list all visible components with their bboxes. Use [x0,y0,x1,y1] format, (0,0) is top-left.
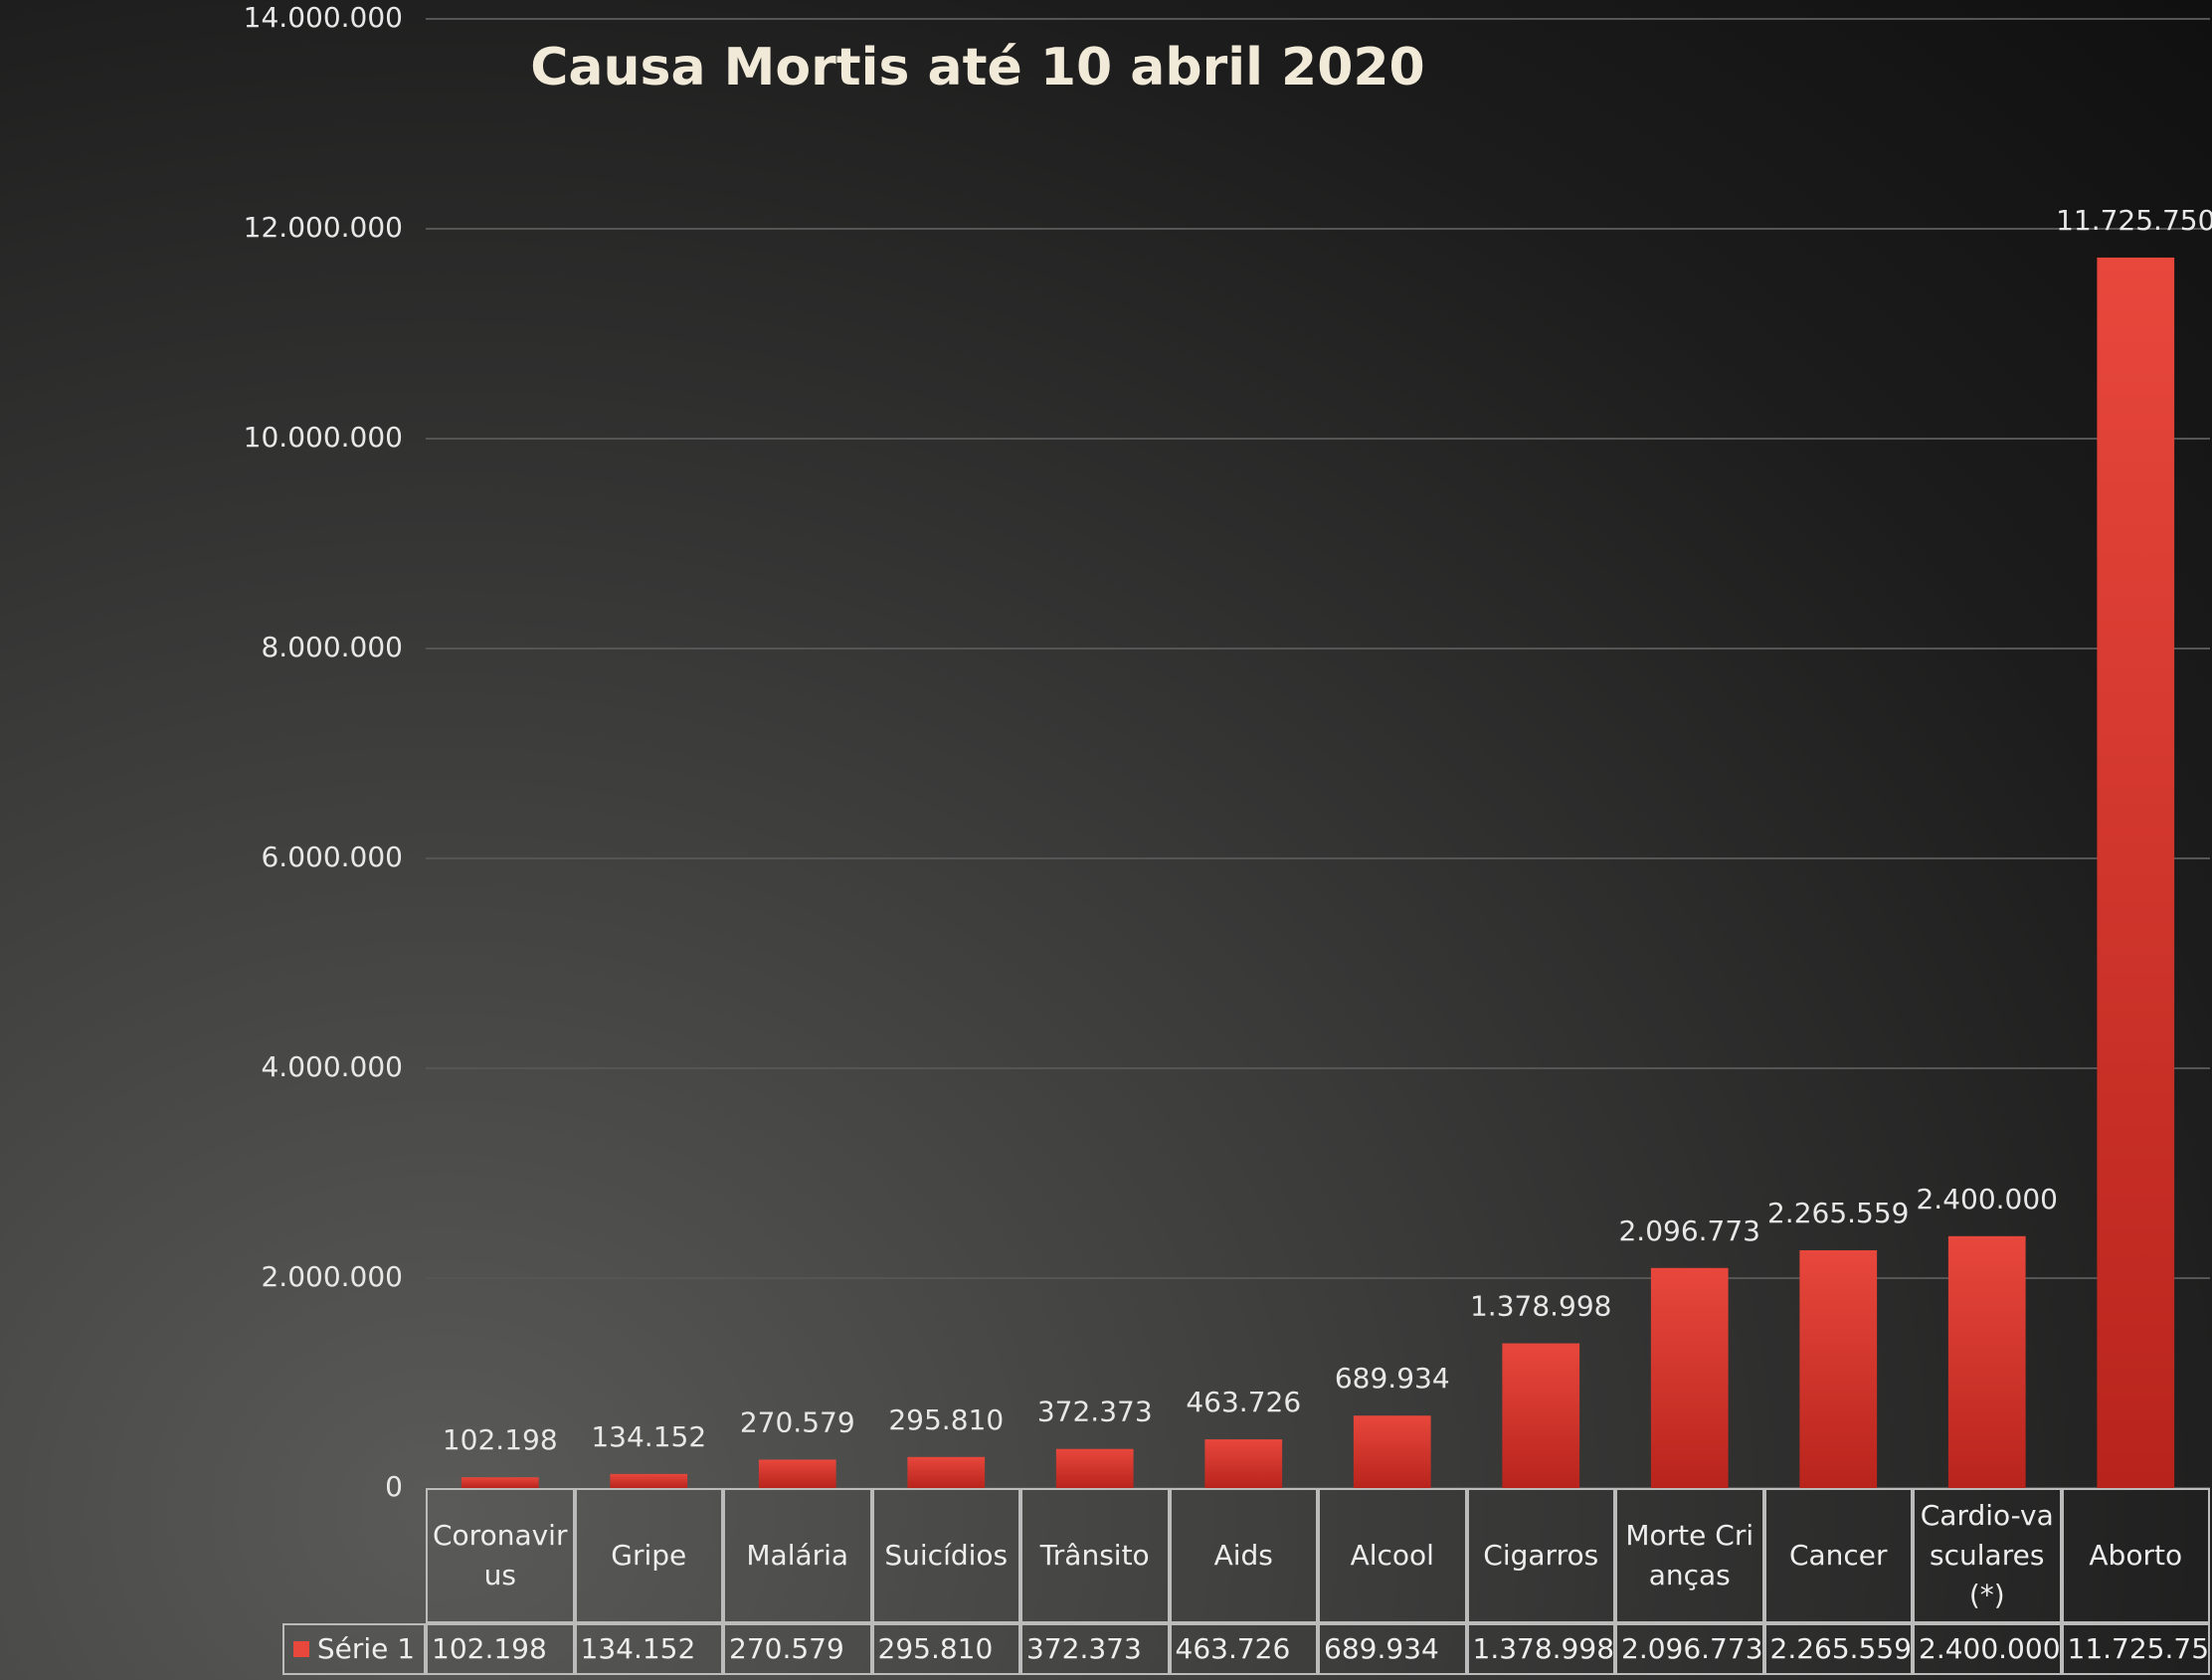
table-value: 11.725.750 [2061,1623,2210,1675]
y-tick-label: 2.000.000 [261,1260,403,1293]
y-tick-label: 8.000.000 [261,631,403,663]
category-cell: Suicídios [871,1488,1020,1623]
category-cell: Cancer [1763,1488,1913,1623]
value-label: 102.198 [443,1423,558,1456]
bar [2097,257,2175,1489]
y-tick-label: 6.000.000 [261,840,403,873]
table-value: 463.726 [1169,1623,1318,1675]
table-value: 270.579 [723,1623,872,1675]
value-label: 134.152 [591,1420,706,1453]
bar [1799,1249,1878,1488]
table-value: 2.265.559 [1763,1623,1913,1675]
value-label: 2.096.773 [1618,1214,1760,1247]
y-tick-label: 10.000.000 [244,421,403,454]
bar [461,1477,539,1488]
category-cell: Cardio-vasculares (*) [1913,1488,2062,1623]
table-value: 2.096.773 [1615,1623,1764,1675]
y-tick-label: 12.000.000 [244,211,403,244]
value-label: 270.579 [740,1405,855,1438]
table-value: 102.198 [426,1623,575,1675]
category-cell: Alcool [1318,1488,1467,1623]
table-value: 295.810 [871,1623,1020,1675]
bar [1055,1448,1134,1488]
table-value: 372.373 [1020,1623,1170,1675]
value-label: 689.934 [1335,1362,1450,1395]
category-cell: Trânsito [1020,1488,1170,1623]
category-cell: Malária [723,1488,872,1623]
bar [1947,1235,2026,1488]
value-label: 1.378.998 [1470,1290,1612,1323]
y-tick-label: 0 [385,1470,403,1503]
value-label: 11.725.750 [2056,204,2212,237]
category-cell: Morte Crianças [1615,1488,1764,1623]
y-tick-label: 4.000.000 [261,1050,403,1083]
value-label: 463.726 [1186,1386,1301,1418]
category-cell: Gripe [574,1488,723,1623]
category-cell: Cigarros [1466,1488,1615,1623]
bar [758,1459,836,1488]
legend-label: Série 1 [316,1632,416,1665]
bar [907,1456,986,1488]
bar [1502,1343,1580,1488]
category-cell: Aborto [2061,1488,2210,1623]
table-value: 134.152 [574,1623,723,1675]
category-cell: Aids [1169,1488,1318,1623]
bar [610,1473,688,1488]
legend-swatch [292,1641,309,1657]
bar [1353,1415,1431,1488]
bar [1650,1267,1729,1488]
category-cell: Coronavirus [426,1488,575,1623]
table-value: 1.378.998 [1466,1623,1615,1675]
value-label: 2.400.000 [1916,1183,2058,1215]
value-label: 2.265.559 [1767,1197,1910,1229]
bar [1204,1439,1283,1488]
table-value: 689.934 [1318,1623,1467,1675]
value-label: 295.810 [888,1403,1004,1436]
y-tick-label: 14.000.000 [244,1,403,34]
chart-title: Causa Mortis até 10 abril 2020 [530,38,1425,97]
table-value: 2.400.000 [1913,1623,2062,1675]
legend-cell: Série 1 [282,1623,426,1675]
value-label: 372.373 [1037,1396,1153,1428]
